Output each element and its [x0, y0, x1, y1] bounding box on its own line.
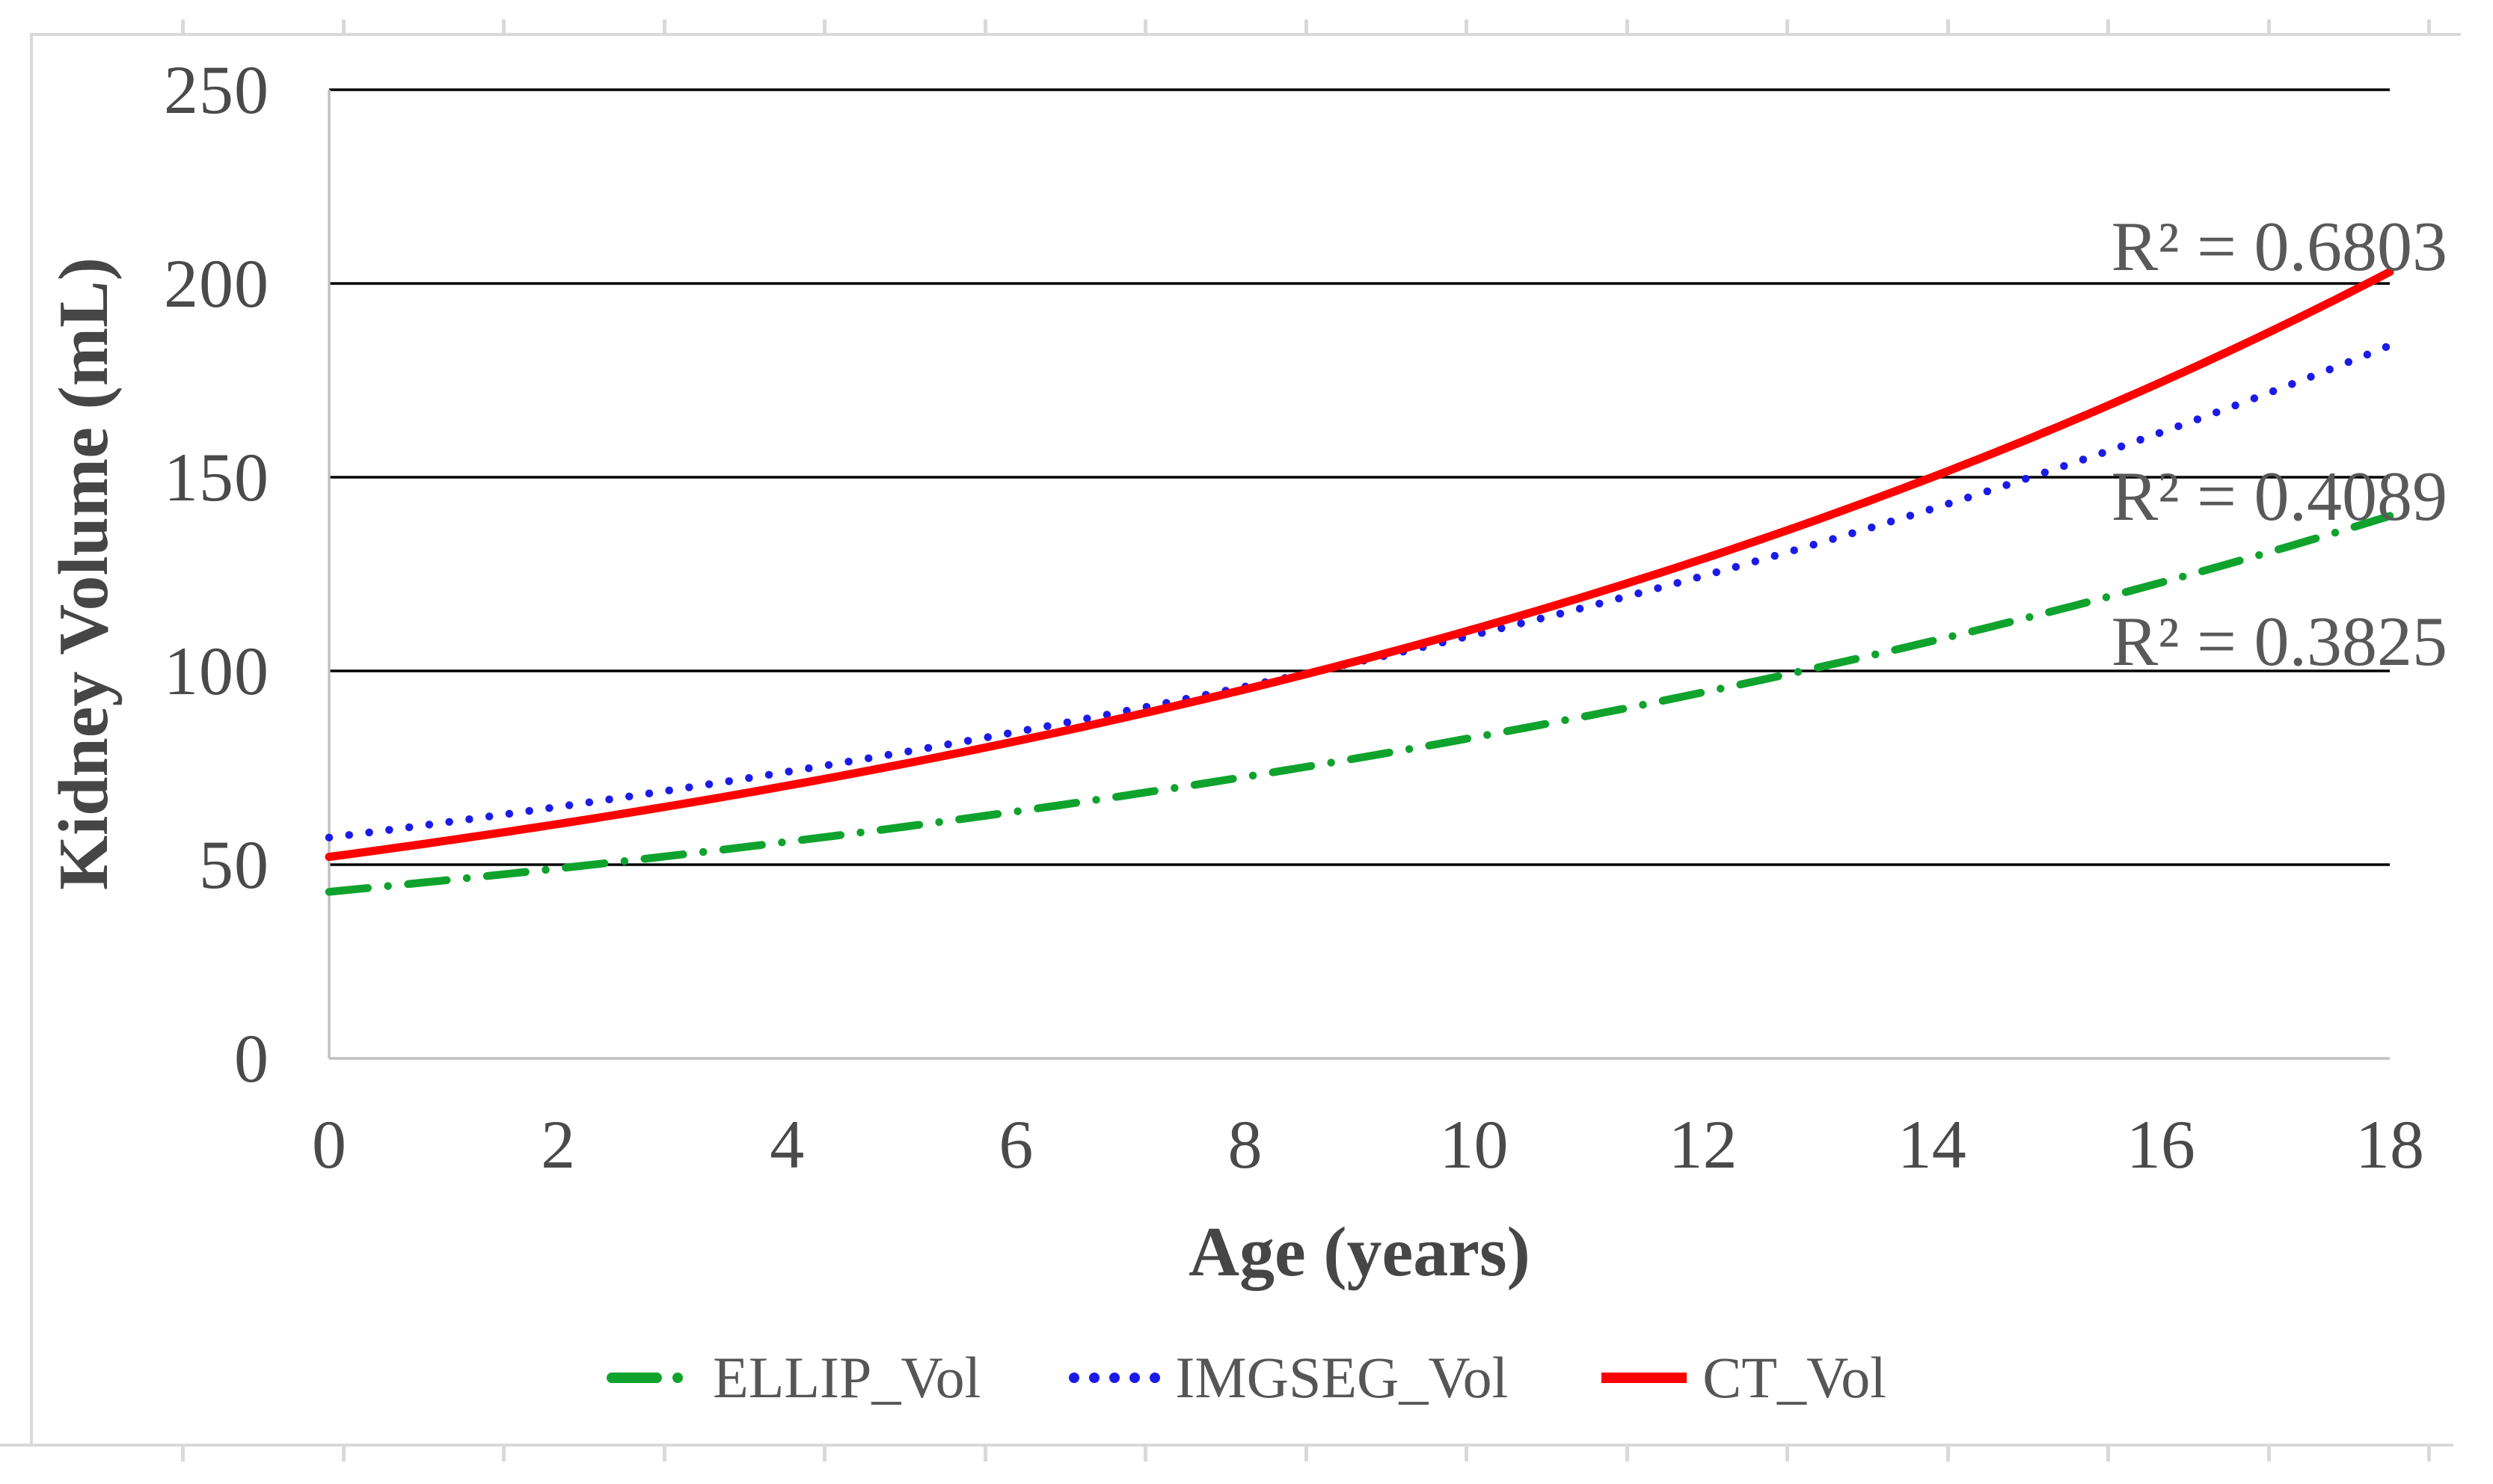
page-tick-bottom — [662, 1447, 666, 1462]
plot-area — [325, 88, 2394, 1060]
page-tick-bottom — [2427, 1447, 2431, 1462]
x-tick-label-12: 12 — [1668, 1106, 1738, 1183]
x-tick-label-10: 10 — [1439, 1106, 1509, 1183]
page-tick-top — [1304, 19, 1308, 33]
legend-label-ELLIP_Vol: ELLIP_Vol — [713, 1345, 981, 1410]
y-tick-label-150: 150 — [164, 439, 269, 515]
page-tick-top — [983, 19, 987, 33]
x-tick-label-16: 16 — [2126, 1106, 2195, 1183]
page-tick-top — [1945, 19, 1950, 33]
x-tick-label-2: 2 — [541, 1106, 576, 1183]
page-tick-bottom — [1465, 1447, 1468, 1462]
page-tick-top — [823, 19, 827, 33]
page-tick-top — [502, 19, 506, 33]
page-tick-top — [1465, 19, 1468, 33]
y-tick-label-250: 250 — [164, 52, 269, 128]
page-tick-top — [1144, 19, 1147, 33]
page-tick-top — [2106, 19, 2110, 33]
page-tick-bottom — [2106, 1447, 2110, 1462]
legend: ELLIP_Vol IMGSEG_Vol CT_Vol — [0, 1336, 2493, 1420]
legend-swatch-IMGSEG_Vol — [1069, 1373, 1165, 1383]
series-curve-IMGSEG_Vol — [325, 341, 2394, 841]
page-tick-bottom — [1144, 1447, 1147, 1462]
figure-frame-left — [30, 33, 33, 1447]
page-tick-bottom — [823, 1447, 827, 1462]
legend-item-ELLIP_Vol: ELLIP_Vol — [607, 1344, 981, 1411]
page-tick-bottom — [1625, 1447, 1629, 1462]
page-tick-bottom — [1785, 1447, 1789, 1462]
y-tick-label-200: 200 — [164, 245, 269, 322]
x-tick-label-6: 6 — [999, 1106, 1034, 1183]
page-tick-bottom — [2266, 1447, 2271, 1462]
page-tick-bottom — [983, 1447, 987, 1462]
x-axis-title: Age (years) — [1189, 1213, 1530, 1291]
legend-item-IMGSEG_Vol: IMGSEG_Vol — [1069, 1344, 1508, 1411]
x-tick-label-4: 4 — [770, 1106, 805, 1183]
page-tick-top — [341, 19, 346, 33]
x-tick-label-14: 14 — [1897, 1106, 1966, 1183]
y-axis-title: Kidney Volume (mL) — [45, 257, 123, 891]
series-curve-CT_Vol — [325, 268, 2394, 862]
legend-swatch-CT_Vol — [1601, 1373, 1687, 1383]
r-squared-label-IMGSEG_Vol: R² = 0.4089 — [2111, 458, 2447, 536]
y-tick-label-0: 0 — [234, 1020, 269, 1097]
x-tick-label-8: 8 — [1227, 1106, 1263, 1183]
page-tick-top — [2266, 19, 2271, 33]
page-tick-top — [662, 19, 666, 33]
x-tick-label-0: 0 — [312, 1106, 346, 1183]
page-tick-bottom — [1945, 1447, 1950, 1462]
page-tick-bottom — [341, 1447, 346, 1462]
legend-swatch-ELLIP_Vol — [607, 1373, 703, 1383]
r-squared-label-ELLIP_Vol: R² = 0.3825 — [2111, 603, 2447, 681]
page-tick-top — [2427, 19, 2431, 33]
legend-item-CT_Vol: CT_Vol — [1596, 1344, 1886, 1411]
page-tick-bottom — [181, 1447, 185, 1462]
page-tick-bottom — [502, 1447, 506, 1462]
r-squared-label-CT_Vol: R² = 0.6803 — [2111, 207, 2447, 286]
x-tick-label-18: 18 — [2355, 1106, 2424, 1183]
page-tick-top — [181, 19, 185, 33]
page-tick-top — [1785, 19, 1789, 33]
y-tick-label-100: 100 — [164, 633, 269, 709]
page-tick-top — [1625, 19, 1629, 33]
legend-label-CT_Vol: CT_Vol — [1702, 1345, 1886, 1410]
figure-frame-top — [30, 33, 2461, 36]
figure-frame-bottom — [0, 1444, 2453, 1447]
series-curve-ELLIP_Vol — [325, 512, 2394, 896]
y-tick-label-50: 50 — [199, 827, 269, 903]
page-tick-bottom — [1304, 1447, 1308, 1462]
legend-label-IMGSEG_Vol: IMGSEG_Vol — [1175, 1345, 1509, 1410]
